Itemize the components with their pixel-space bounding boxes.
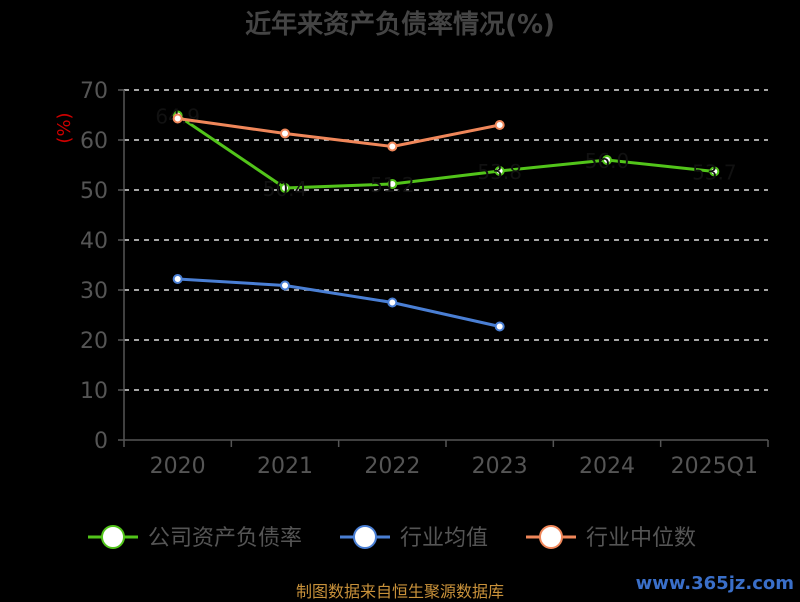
y-tick-label: 20 (80, 329, 108, 354)
data-point (280, 128, 290, 139)
x-tick-label: 2025Q1 (671, 454, 758, 479)
chart-title: 近年来资产负债率情况(%) (245, 10, 555, 40)
data-point (602, 155, 612, 165)
series-line (177, 117, 500, 148)
legend-marker (353, 525, 377, 549)
x-tick-label: 2022 (364, 454, 420, 479)
data-point (172, 274, 183, 284)
y-tick-label: 10 (80, 379, 108, 404)
x-tick-label: 2020 (150, 454, 206, 479)
data-label: 50.4 (263, 177, 308, 201)
data-point (494, 120, 505, 130)
data-point (387, 141, 398, 152)
y-tick-label: 40 (80, 229, 108, 254)
source-note: 制图数据来自恒生聚源数据库 (295, 582, 504, 601)
data-point (280, 183, 290, 193)
y-tick-label: 50 (80, 179, 108, 204)
data-point (709, 166, 720, 177)
series-line (177, 277, 500, 328)
data-point (387, 297, 398, 308)
watermark: www.365jz.com (635, 573, 794, 594)
y-tick-label: 70 (80, 79, 108, 104)
data-point (494, 321, 505, 332)
data-label: 53.7 (692, 161, 737, 185)
series-line (176, 114, 715, 190)
legend-label: 行业均值 (400, 526, 488, 551)
data-point (387, 179, 398, 189)
data-label: 51.2 (370, 173, 415, 197)
data-point (494, 166, 505, 176)
y-axis-label: (%) (54, 112, 75, 143)
legend-label: 行业中位数 (586, 526, 696, 551)
data-point (172, 113, 183, 124)
y-tick-label: 0 (94, 429, 108, 454)
y-tick-label: 30 (80, 279, 108, 304)
data-point (280, 280, 290, 291)
x-tick-label: 2021 (257, 454, 313, 479)
y-tick-label: 60 (80, 129, 108, 154)
legend-marker (101, 525, 125, 549)
x-tick-label: 2024 (579, 454, 635, 479)
data-label: 53.8 (477, 160, 522, 184)
data-label: 56.0 (585, 149, 630, 173)
x-tick-label: 2023 (472, 454, 528, 479)
legend-label: 公司资产负债率 (148, 526, 302, 551)
legend-marker (539, 525, 563, 549)
